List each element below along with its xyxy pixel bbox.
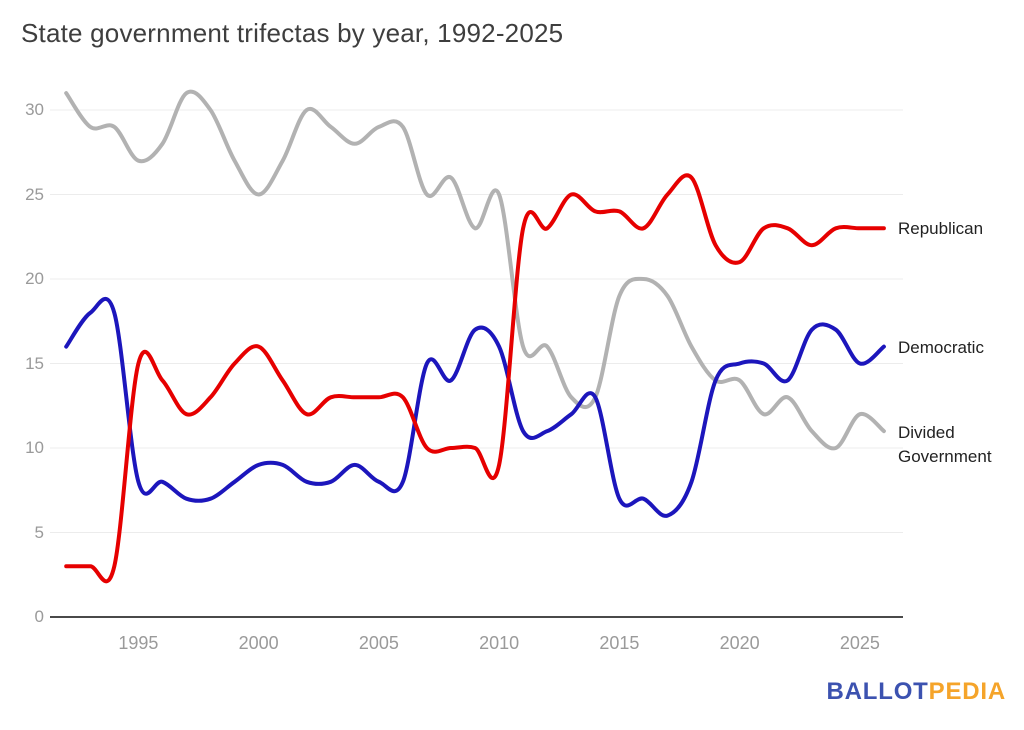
y-tick-label-5: 5 xyxy=(34,522,44,542)
x-tick-label-2015: 2015 xyxy=(599,633,640,653)
y-tick-label-0: 0 xyxy=(34,607,44,626)
y-tick-label-15: 15 xyxy=(25,353,44,373)
republican-line xyxy=(64,173,886,584)
logo-part-ballot: BALLOT xyxy=(826,678,929,705)
chart-title: State government trifectas by year, 1992… xyxy=(21,18,564,48)
logo-part-pedia: PEDIA xyxy=(928,678,1006,705)
y-tick-label-30: 30 xyxy=(25,100,44,119)
x-tick-label-2000: 2000 xyxy=(238,633,279,653)
x-tick-label-2020: 2020 xyxy=(719,633,760,653)
democratic-line xyxy=(64,296,886,518)
x-tick-label-2025: 2025 xyxy=(839,633,880,653)
x-tick-label-2010: 2010 xyxy=(479,633,520,653)
y-tick-label-10: 10 xyxy=(25,438,44,457)
series-label-divided-government: Divided Government xyxy=(898,423,992,466)
y-tick-label-25: 25 xyxy=(25,184,44,204)
series-label-republican: Republican xyxy=(898,219,984,238)
series-label-democratic: Democratic xyxy=(898,338,984,357)
divided-government-line xyxy=(64,89,886,451)
y-tick-label-20: 20 xyxy=(25,269,44,288)
ballotpedia-logo: BALLOTPEDIA xyxy=(827,678,1006,706)
x-tick-label-2005: 2005 xyxy=(358,633,399,653)
x-tick-label-1995: 1995 xyxy=(118,633,159,653)
